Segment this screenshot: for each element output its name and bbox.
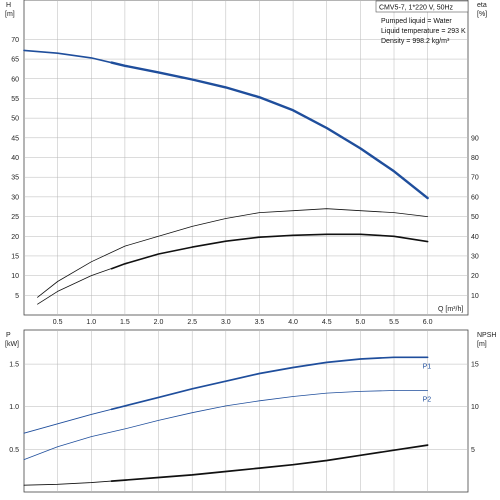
x-tick-label: 6.0 <box>423 319 433 326</box>
right-tick-label: 90 <box>471 135 479 142</box>
right-tick-label: 50 <box>471 214 479 221</box>
series-line-eta_thin <box>37 208 428 298</box>
left-axis-label: H <box>6 2 11 9</box>
right-tick-label: 30 <box>471 253 479 260</box>
left-axis-label: P <box>6 332 11 339</box>
right-tick-label: 70 <box>471 175 479 182</box>
left-tick-label: 65 <box>11 57 19 64</box>
left-axis-unit: [kW] <box>5 341 19 348</box>
left-tick-label: 0.5 <box>9 447 19 454</box>
right-tick-label: 5 <box>471 447 475 454</box>
left-tick-label: 15 <box>11 253 19 260</box>
x-tick-label: 5.0 <box>355 319 365 326</box>
right-tick-label: 20 <box>471 273 479 280</box>
x-tick-label: 1.0 <box>86 319 96 326</box>
left-tick-label: 10 <box>11 273 19 280</box>
x-tick-label: 0.5 <box>53 319 63 326</box>
left-tick-label: 20 <box>11 234 19 241</box>
curve-label-P1: P1 <box>423 363 432 370</box>
info-title-box <box>375 0 469 13</box>
series-operating-range-P1 <box>110 356 429 411</box>
left-tick-label: 55 <box>11 96 19 103</box>
left-tick-label: 35 <box>11 175 19 182</box>
info-line: Liquid temperature = 293 K <box>381 28 466 35</box>
left-tick-label: 45 <box>11 135 19 142</box>
right-axis-unit: [%] <box>477 11 487 18</box>
left-tick-label: 70 <box>11 37 19 44</box>
right-tick-label: 60 <box>471 194 479 201</box>
left-tick-label: 25 <box>11 214 19 221</box>
x-tick-label: 5.5 <box>389 319 399 326</box>
left-tick-label: 60 <box>11 76 19 83</box>
series-line-eta_bold <box>110 233 429 270</box>
x-tick-label: 2.5 <box>187 319 197 326</box>
x-axis-label: Q [m³/h] <box>438 306 463 313</box>
info-title: CMV5-7, 1*220 V, 50Hz <box>379 5 454 12</box>
x-tick-label: 2.0 <box>154 319 164 326</box>
left-tick-label: 40 <box>11 155 19 162</box>
curve-label-P2: P2 <box>423 397 432 404</box>
left-tick-label: 5 <box>15 293 19 300</box>
right-tick-label: 40 <box>471 234 479 241</box>
left-tick-label: 30 <box>11 194 19 201</box>
x-tick-label: 3.0 <box>221 319 231 326</box>
left-tick-label: 50 <box>11 116 19 123</box>
right-tick-label: 80 <box>471 155 479 162</box>
left-axis-unit: [m] <box>5 11 15 18</box>
power-npsh-panel: 0.5 1.0 1.5 5 10 15 P [kW] NPSH [m] P1 P2 <box>5 329 496 493</box>
right-axis-label: eta <box>477 2 487 9</box>
x-tick-label: 4.0 <box>288 319 298 326</box>
info-line: Density = 998.2 kg/m³ <box>381 38 450 45</box>
x-tick-label: 1.5 <box>120 319 130 326</box>
series-operating-range-NPSH <box>110 444 429 482</box>
series-line-eta_thin2 <box>37 233 428 305</box>
right-axis-label: NPSH <box>477 332 496 339</box>
x-tick-label: 3.5 <box>255 319 265 326</box>
left-tick-label: 1.0 <box>9 404 19 411</box>
left-tick-label: 1.5 <box>9 362 19 369</box>
series-operating-range-H <box>110 61 429 200</box>
right-tick-label: 10 <box>471 293 479 300</box>
right-tick-label: 15 <box>471 362 479 369</box>
head-efficiency-panel: 0.5 1.0 1.5 2.0 2.5 3.0 3.5 4.0 4.5 5.0 5.5 6.0 5 10 1… <box>5 0 487 326</box>
series-line-P2 <box>23 390 428 460</box>
right-tick-label: 10 <box>471 404 479 411</box>
bottom-panel-frame <box>23 329 469 493</box>
info-line: Pumped liquid = Water <box>381 18 452 25</box>
right-axis-unit: [m] <box>477 341 487 348</box>
x-tick-label: 4.5 <box>322 319 332 326</box>
